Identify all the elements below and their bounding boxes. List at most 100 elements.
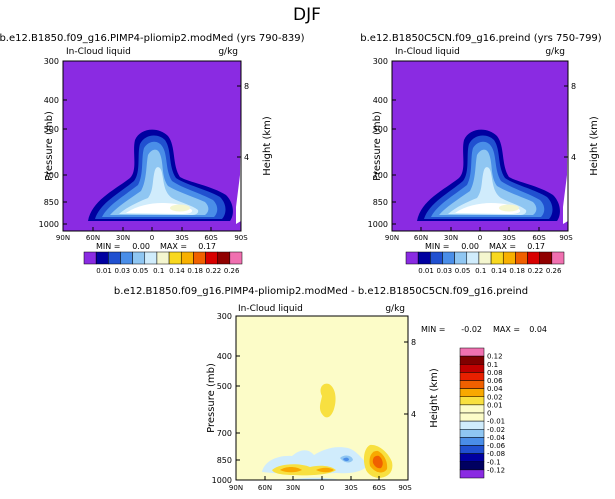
- right-axis-label: Height (km): [589, 116, 600, 176]
- colorbar-swatch: [193, 251, 206, 265]
- x-tick-label: 90N: [385, 234, 399, 242]
- y-tick-label: 1000: [39, 220, 59, 229]
- colorbar-swatch: [430, 251, 443, 265]
- x-tick-label: 0: [320, 484, 324, 492]
- colorbar-swatch: [459, 461, 485, 471]
- stats: MIN = 0.00 MAX = 0.17: [425, 242, 545, 251]
- right-tick-label: 8: [411, 338, 416, 347]
- colorbar-swatch: [144, 251, 158, 265]
- colorbar-abs-left: 0.01 0.03 0.05 0.1 0.14 0.18 0.22 0.26: [83, 251, 243, 275]
- colorbar-swatch: [205, 251, 218, 265]
- colorbar-swatch: [442, 251, 455, 265]
- y-tick-label: 500: [217, 382, 232, 391]
- colorbar-label: 0.14: [169, 267, 185, 275]
- colorbar-swatch: [459, 355, 485, 365]
- stats-min-value: 0.00: [461, 242, 479, 251]
- colorbar-swatch: [217, 251, 231, 265]
- colorbar-label: 0.14: [491, 267, 507, 275]
- colorbar-swatch: [95, 251, 109, 265]
- panel-subtitle-right: g/kg: [218, 47, 238, 57]
- colorbar-label: 0.22: [528, 267, 544, 275]
- colorbar-label: 0.03: [114, 267, 130, 275]
- x-tick-label: 0: [478, 234, 482, 242]
- stats-max-value: 0.17: [198, 242, 216, 251]
- y-ticks: 300 400 500 700 850 1000: [39, 57, 67, 229]
- colorbar-label: 0.1: [487, 361, 498, 369]
- x-ticks: 90N 60N 30N 0 30S 60S 90S: [56, 227, 248, 242]
- colorbar-swatch: [168, 251, 182, 265]
- x-tick-label: 60N: [258, 484, 272, 492]
- y-tick-label: 300: [373, 57, 388, 66]
- x-tick-label: 90S: [398, 484, 412, 492]
- colorbar-swatch: [459, 364, 485, 373]
- colorbar-swatch: [459, 347, 485, 357]
- colorbar-swatch: [478, 251, 492, 265]
- y-ticks: 300 400 500 700 850 1000: [212, 312, 240, 485]
- colorbar-swatch: [229, 251, 243, 265]
- colorbar-label: 0.01: [487, 401, 503, 409]
- right-axis-label: Height (km): [262, 116, 273, 176]
- panel-title: b.e12.B1850.f09_g16.PIMP4-pliomip2.modMe…: [0, 33, 305, 44]
- colorbar-swatch: [459, 396, 485, 406]
- colorbar-swatch: [417, 251, 431, 265]
- colorbar-label: 0.12: [487, 353, 503, 361]
- x-tick-label: 60N: [86, 234, 100, 242]
- stats-max-label: MAX =: [489, 242, 516, 251]
- x-tick-label: 90S: [234, 234, 248, 242]
- colorbar-diff: 0.120.10.080.060.040.020.010-0.01-0.02-0…: [459, 347, 506, 479]
- diff-positive-upper: [319, 383, 336, 418]
- colorbar-swatch: [108, 251, 121, 265]
- diff-positive-core: [316, 467, 334, 473]
- y-tick-label: 400: [373, 96, 388, 105]
- colorbar-swatch: [454, 251, 468, 265]
- stats-max-label: MAX =: [493, 325, 520, 334]
- season-title: DJF: [293, 5, 321, 25]
- colorbar-label: 0.26: [546, 267, 562, 275]
- colorbar-swatch: [459, 429, 485, 438]
- panel-subtitle-left: In-Cloud liquid: [66, 47, 131, 57]
- x-tick-label: 90N: [56, 234, 70, 242]
- y-tick-label: 850: [373, 198, 388, 207]
- stats-max-label: MAX =: [160, 242, 187, 251]
- x-tick-label: 60S: [204, 234, 218, 242]
- colorbar-label: -0.08: [487, 450, 505, 458]
- colorbar-swatch: [156, 251, 170, 265]
- colorbar-label: 0.18: [187, 267, 203, 275]
- stats-min-label: MIN =: [425, 242, 450, 251]
- colorbar-swatch: [527, 251, 540, 265]
- x-tick-label: 30S: [175, 234, 189, 242]
- stats: MIN = 0.00 MAX = 0.17: [96, 242, 216, 251]
- diff-positive-southern: [372, 455, 383, 469]
- colorbar-label: 0: [487, 410, 491, 418]
- y-tick-label: 1000: [368, 220, 388, 229]
- x-tick-label: 0: [150, 234, 154, 242]
- colorbar-label: 0.1: [153, 267, 164, 275]
- x-ticks: 90N 60N 30N 0 30S 60S 90S: [229, 476, 412, 492]
- panel-title: b.e12.B1850C5CN.f09_g16.preind (yrs 750-…: [360, 33, 602, 44]
- stats-min-value: -0.02: [461, 325, 482, 334]
- colorbar-swatch: [539, 251, 553, 265]
- contour-level-5: [448, 167, 527, 215]
- diff-negative-core: [343, 457, 349, 462]
- panel-subtitle-right: g/kg: [385, 304, 405, 314]
- colorbar-label: 0.06: [487, 377, 503, 385]
- colorbar-swatch: [459, 445, 485, 454]
- y-axis-label: Pressure (mb): [44, 111, 55, 181]
- colorbar-label: -0.01: [487, 418, 505, 426]
- colorbar-swatch: [459, 453, 485, 462]
- white-wedge: [236, 61, 241, 224]
- x-tick-label: 90S: [559, 234, 573, 242]
- contour-field: [236, 316, 408, 480]
- colorbar-swatch: [459, 404, 485, 414]
- contour-level-5: [119, 167, 199, 215]
- diff-negative-edge: [290, 477, 340, 480]
- panel-subtitle-left: In-Cloud liquid: [395, 47, 460, 57]
- colorbar-swatch: [459, 437, 485, 446]
- right-ticks: 8 4: [237, 82, 249, 162]
- colorbar-label: 0.03: [436, 267, 452, 275]
- y-axis-label: Pressure (mb): [372, 111, 383, 181]
- contour-field: [392, 61, 568, 231]
- colorbar-swatch: [502, 251, 516, 265]
- colorbar-swatch: [459, 380, 485, 389]
- colorbar-label: 0.01: [418, 267, 434, 275]
